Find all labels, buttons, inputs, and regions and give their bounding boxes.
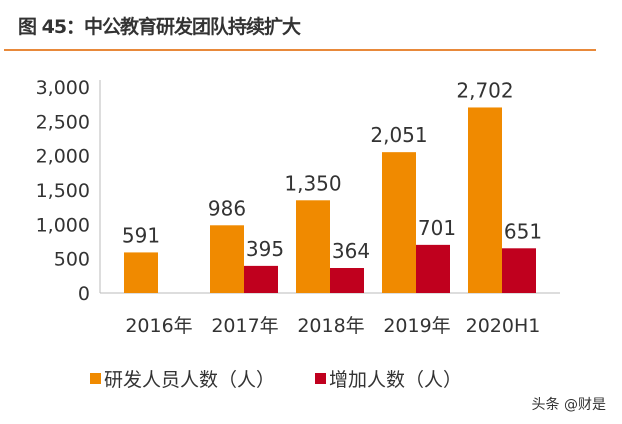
bar-rd-staff [468,107,502,293]
bar-rd-staff [382,152,416,293]
x-tick-label: 2019年 [383,315,450,337]
legend: 研发人员人数（人） 增加人数（人） [90,365,462,392]
chart-title: 图 45：中公教育研发团队持续扩大 [18,16,301,38]
data-label: 986 [208,196,246,220]
bar-rd-staff [124,252,158,293]
x-tick-label: 2020H1 [466,315,541,337]
bar-rd-staff [210,225,244,293]
bar-increase [330,268,364,293]
data-label: 651 [504,219,542,243]
data-label: 701 [418,216,456,240]
y-tick-label: 500 [54,249,90,271]
legend-swatch [90,373,101,384]
y-tick-label: 1,000 [36,214,90,236]
y-tick-label: 3,000 [36,77,90,99]
y-tick-label: 1,500 [36,180,90,202]
legend-item-series2: 增加人数（人） [315,365,462,392]
x-tick-label: 2018年 [297,315,364,337]
bar-increase [416,244,450,293]
data-label: 395 [246,237,284,261]
bar-rd-staff [296,200,330,293]
data-label: 364 [332,239,370,263]
y-tick-label: 0 [78,283,90,305]
legend-label: 研发人员人数（人） [104,369,276,391]
title-divider [4,49,596,51]
bar-increase [244,265,278,293]
y-tick-label: 2,000 [36,146,90,168]
legend-swatch [315,373,327,384]
bar-increase [502,248,536,293]
x-tick-label: 2017年 [211,315,278,337]
legend-label: 增加人数（人） [329,369,463,391]
data-label: 1,350 [284,171,341,195]
watermark: 头条 @财是 [531,397,606,413]
data-label: 2,051 [370,123,427,147]
data-label: 591 [122,223,160,247]
y-tick-label: 2,500 [36,111,90,133]
x-tick-label: 2016年 [125,315,192,337]
legend-item-series1: 研发人员人数（人） [90,365,275,392]
data-label: 2,702 [456,78,513,102]
